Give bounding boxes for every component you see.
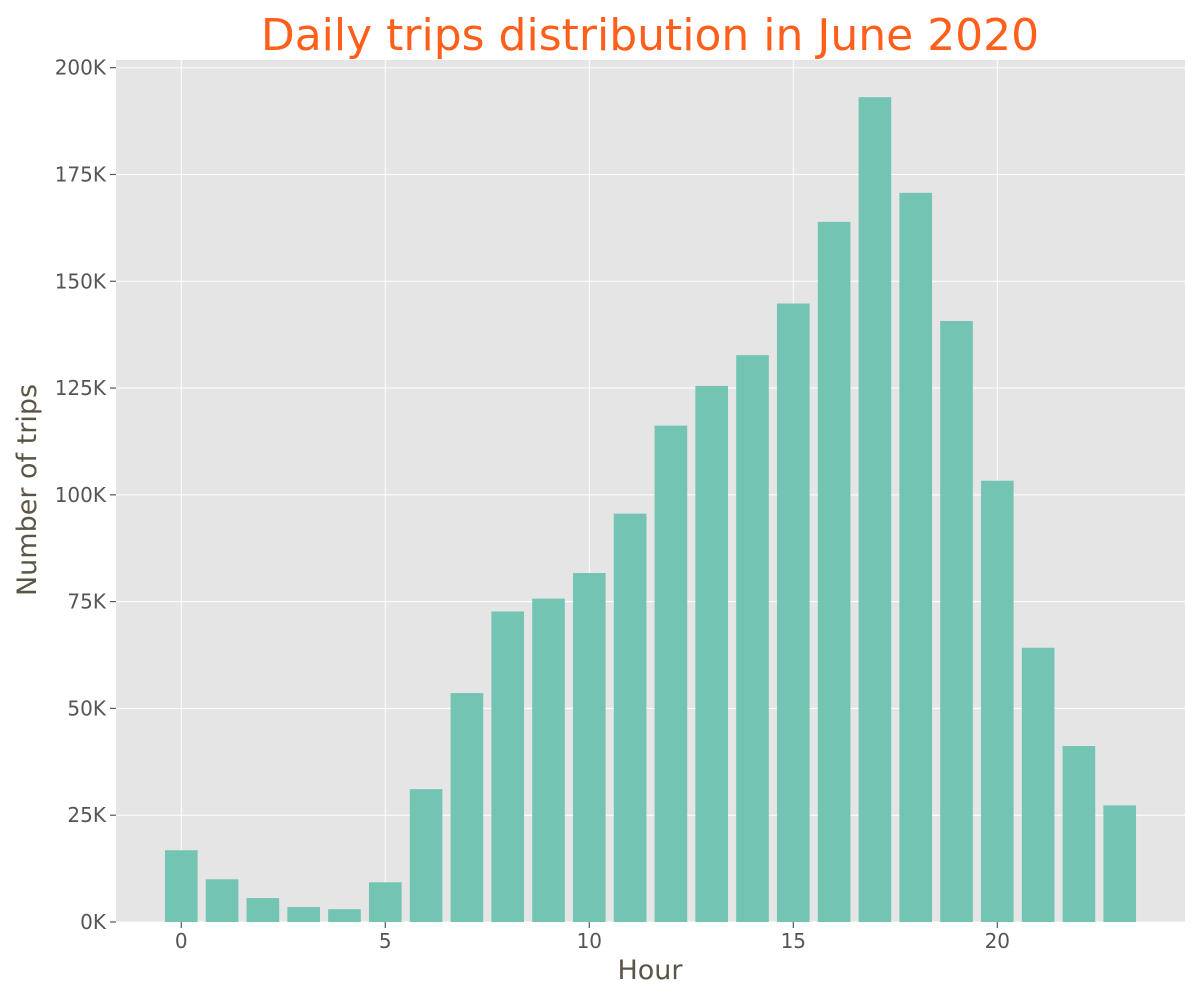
y-tick-label: 100K — [55, 483, 107, 507]
bar-hour-2 — [246, 898, 280, 922]
x-tick-label: 10 — [577, 929, 602, 953]
x-tick-label: 0 — [175, 929, 188, 953]
bar-hour-3 — [287, 907, 321, 922]
chart-title: Daily trips distribution in June 2020 — [261, 10, 1039, 61]
y-axis-label: Number of trips — [12, 384, 43, 596]
x-tick-label: 20 — [985, 929, 1010, 953]
y-tick-label: 25K — [67, 803, 106, 827]
y-tick-label: 50K — [67, 696, 106, 720]
y-tick-label: 0K — [80, 910, 107, 934]
bar-hour-21 — [1021, 647, 1055, 922]
bar-hour-0 — [164, 850, 198, 922]
y-tick-label: 200K — [55, 56, 107, 80]
bar-hour-5 — [368, 882, 402, 922]
y-tick-label: 175K — [55, 162, 107, 186]
bar-hour-9 — [532, 598, 565, 922]
bar-hour-18 — [899, 192, 933, 922]
bar-hour-22 — [1062, 746, 1096, 922]
bar-hour-4 — [328, 909, 361, 922]
bar-hour-23 — [1103, 805, 1137, 922]
bar-hour-6 — [409, 789, 443, 922]
bar-hour-8 — [491, 611, 525, 922]
bar-hour-12 — [654, 425, 688, 922]
bar-hour-15 — [776, 303, 810, 922]
y-tick-label: 75K — [67, 590, 106, 614]
y-tick-label: 150K — [55, 269, 107, 293]
bar-hour-10 — [572, 573, 606, 922]
bar-hour-16 — [817, 221, 851, 922]
x-tick-label: 5 — [379, 929, 392, 953]
bar-hour-19 — [940, 320, 973, 922]
bars — [164, 97, 1137, 923]
bar-hour-14 — [736, 355, 769, 922]
x-axis-ticks: 0 5 10 15 20 — [175, 922, 1010, 953]
bar-hour-1 — [205, 879, 239, 922]
y-tick-label: 125K — [55, 376, 107, 400]
bar-hour-13 — [695, 385, 729, 923]
bar-hour-20 — [980, 480, 1014, 922]
bar-hour-17 — [858, 97, 892, 922]
y-axis-ticks: 0K 25K 50K 75K 100K 125K 150K 175K 200K — [55, 56, 116, 934]
x-tick-label: 15 — [781, 929, 806, 953]
x-axis-label: Hour — [617, 955, 683, 986]
bar-hour-7 — [450, 693, 484, 922]
bar-hour-11 — [613, 513, 647, 922]
